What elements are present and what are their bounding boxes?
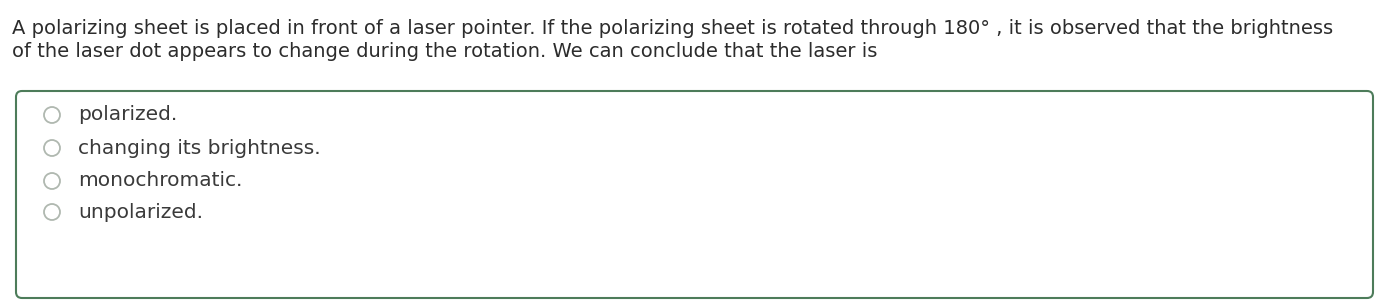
Text: monochromatic.: monochromatic.: [78, 172, 242, 190]
FancyBboxPatch shape: [17, 91, 1373, 298]
Text: of the laser dot appears to change during the rotation. We can conclude that the: of the laser dot appears to change durin…: [13, 42, 877, 61]
Circle shape: [44, 173, 60, 189]
Text: polarized.: polarized.: [78, 106, 178, 124]
Circle shape: [44, 204, 60, 220]
Text: unpolarized.: unpolarized.: [78, 202, 203, 221]
Text: A polarizing sheet is placed in front of a laser pointer. If the polarizing shee: A polarizing sheet is placed in front of…: [13, 19, 1333, 38]
Circle shape: [44, 140, 60, 156]
Circle shape: [44, 107, 60, 123]
Text: changing its brightness.: changing its brightness.: [78, 139, 321, 158]
